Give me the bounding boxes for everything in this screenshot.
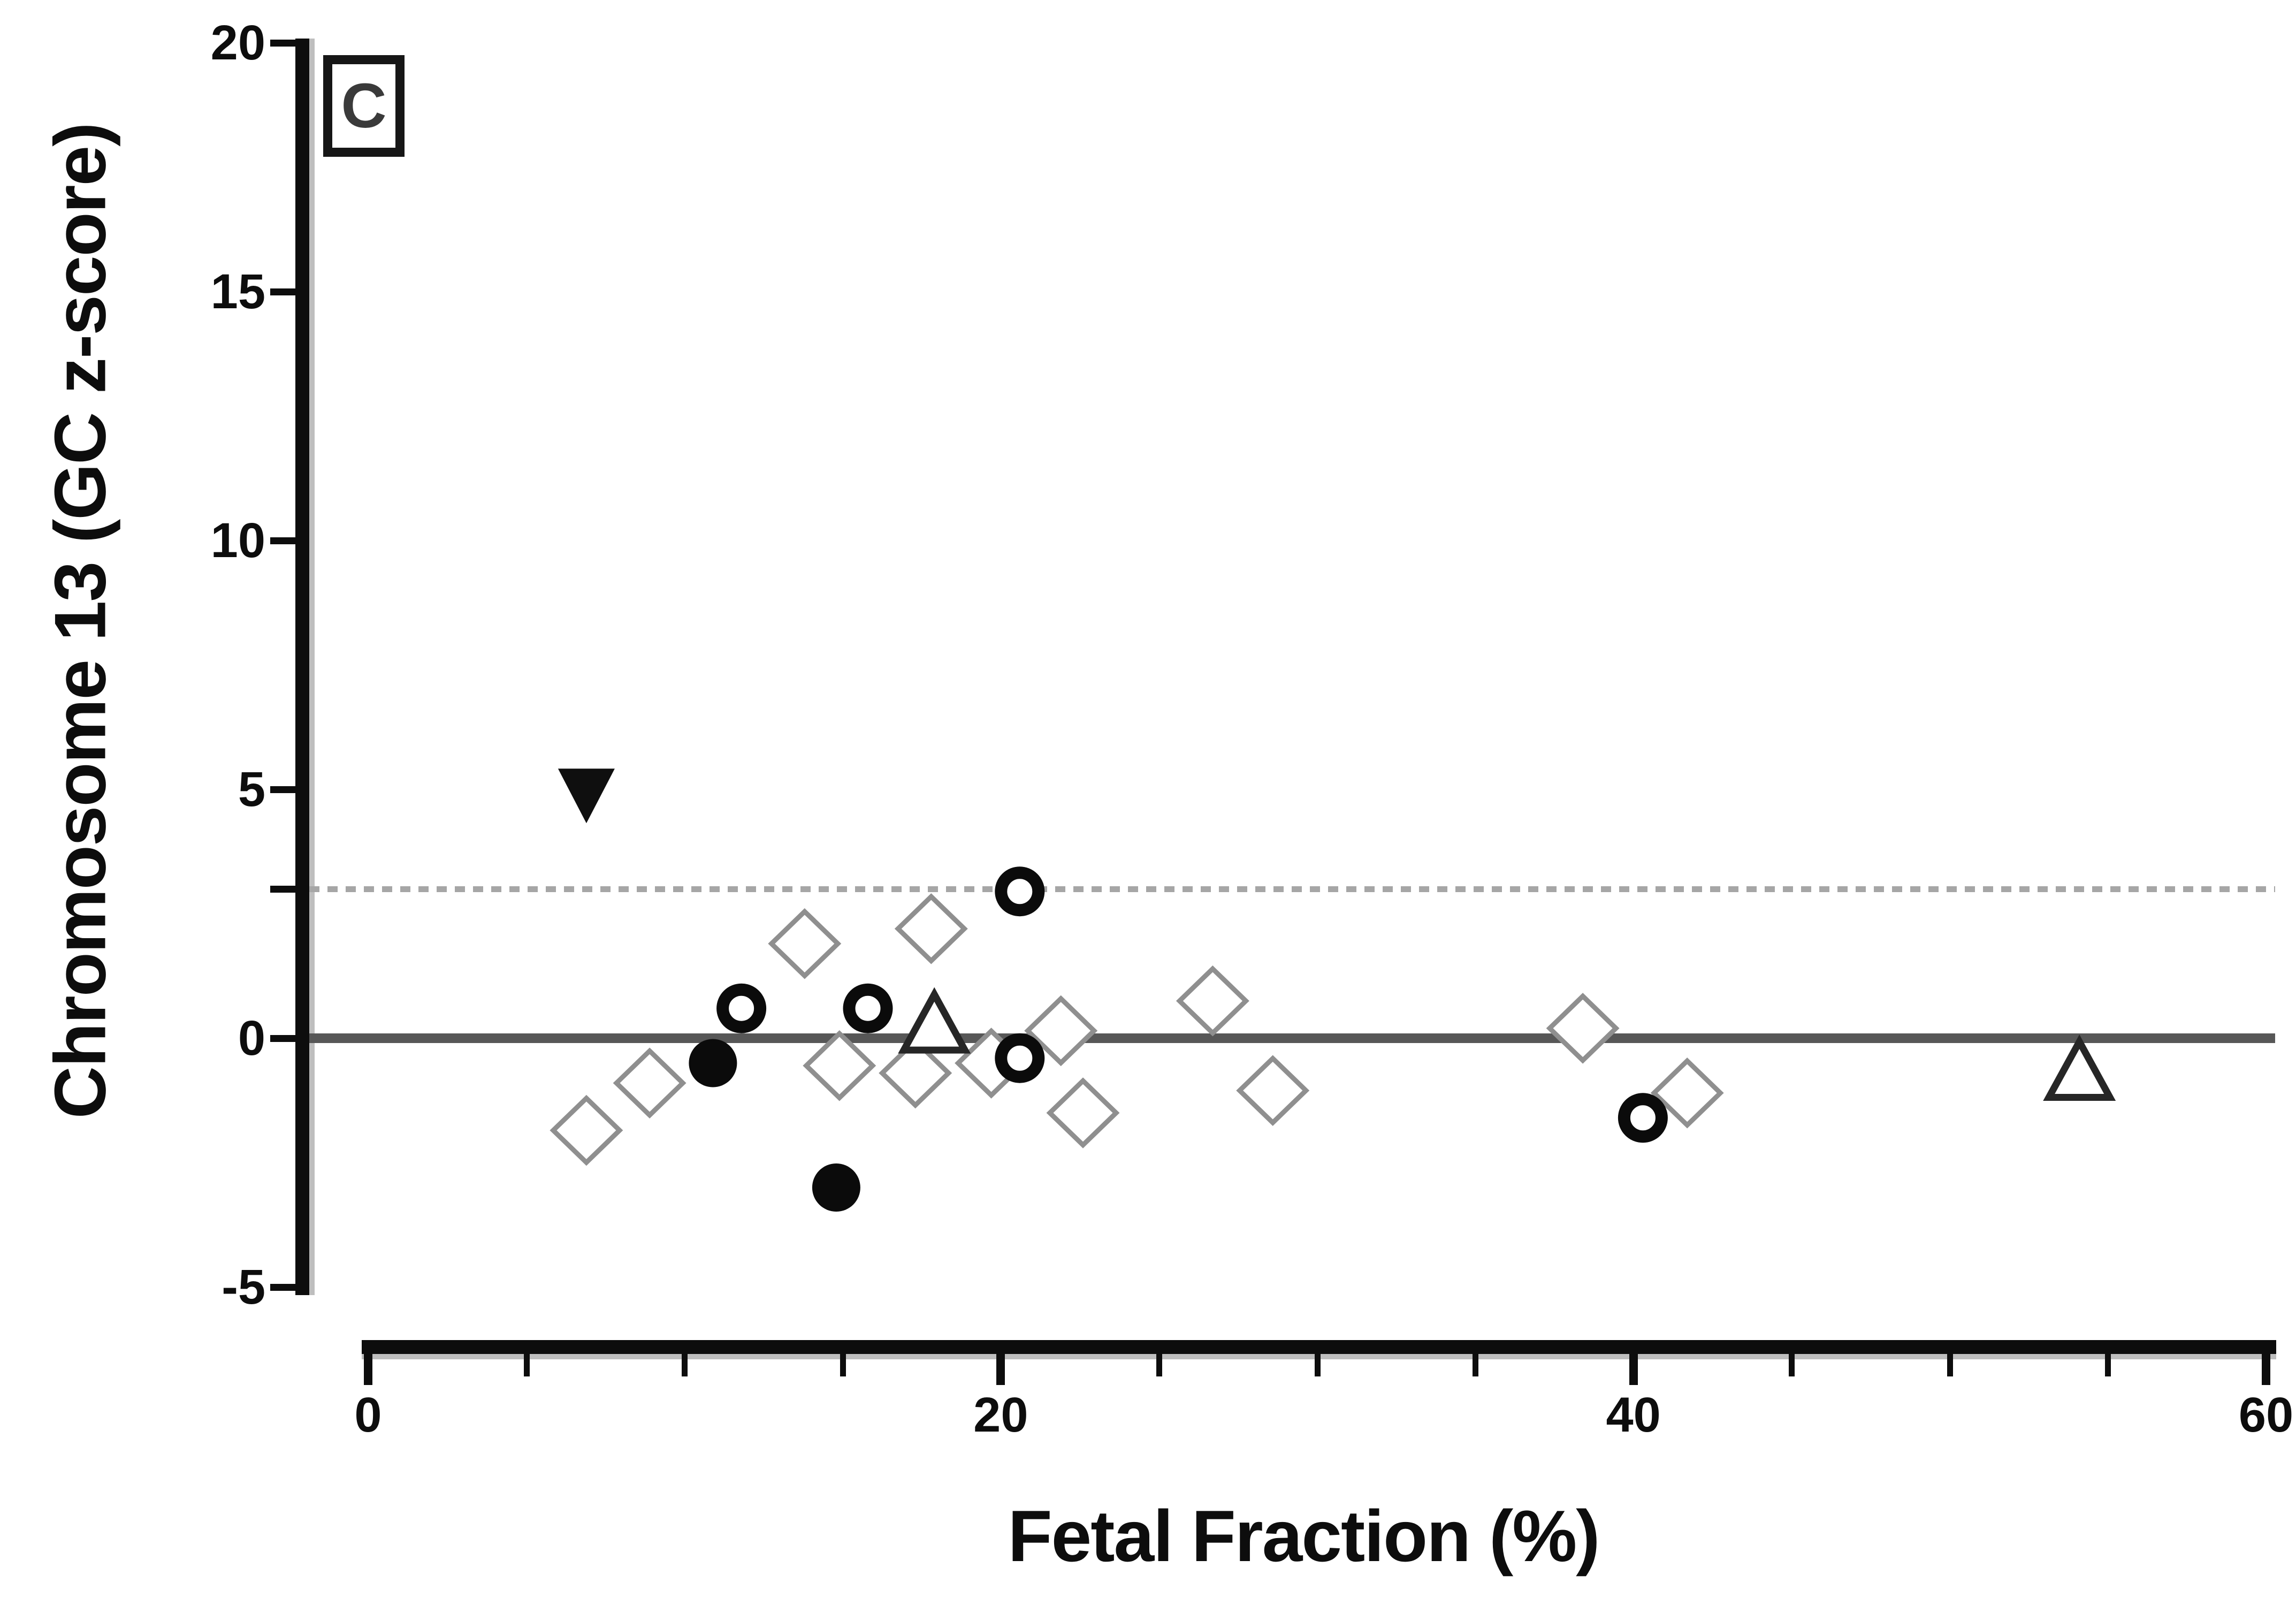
marker-open-circle xyxy=(843,983,893,1033)
marker-filled-circle xyxy=(812,1163,860,1212)
x-tick-mark xyxy=(996,1354,1005,1385)
marker-open-diamond xyxy=(803,1030,876,1101)
y-tick-label: 20 xyxy=(210,16,265,70)
y-tick-label: 5 xyxy=(238,762,265,817)
marker-open-diamond xyxy=(613,1047,686,1119)
y-tick-mark-minor xyxy=(270,886,295,893)
x-tick-mark-minor xyxy=(1156,1354,1162,1376)
x-tick-mark-minor xyxy=(1947,1354,1953,1376)
x-tick-label: 60 xyxy=(2238,1388,2294,1442)
y-tick-label: 10 xyxy=(210,513,265,568)
y-tick-label: -5 xyxy=(222,1260,265,1314)
marker-open-diamond xyxy=(1176,965,1249,1037)
x-tick-mark-minor xyxy=(523,1354,530,1376)
marker-open-triangle xyxy=(2043,1034,2116,1101)
marker-open-circle xyxy=(716,983,767,1033)
y-axis-spine xyxy=(295,39,309,1295)
marker-open-circle xyxy=(1618,1093,1668,1143)
marker-open-diamond xyxy=(1546,993,1620,1064)
x-tick-label: 20 xyxy=(973,1388,1028,1442)
y-tick-mark xyxy=(270,1035,295,1042)
marker-filled-down-triangle xyxy=(558,769,615,824)
panel-label-box: C xyxy=(323,55,405,157)
x-tick-mark-minor xyxy=(2105,1354,2111,1376)
y-tick-mark xyxy=(270,1284,295,1291)
y-tick-mark xyxy=(270,786,295,793)
y-tick-label: 0 xyxy=(238,1011,265,1066)
x-tick-mark-minor xyxy=(1473,1354,1479,1376)
marker-filled-circle xyxy=(689,1039,737,1087)
marker-open-triangle xyxy=(898,987,971,1054)
x-tick-label: 0 xyxy=(354,1388,382,1442)
marker-open-diamond xyxy=(879,1037,952,1109)
y-tick-mark xyxy=(270,40,295,47)
marker-open-diamond xyxy=(550,1094,623,1166)
reference-line-y3 xyxy=(309,886,2275,892)
y-tick-mark xyxy=(270,537,295,544)
x-axis-title: Fetal Fraction (%) xyxy=(1008,1495,1600,1577)
x-tick-mark-minor xyxy=(1314,1354,1321,1376)
marker-open-diamond xyxy=(768,908,842,979)
x-tick-mark-minor xyxy=(1789,1354,1795,1376)
x-tick-label: 40 xyxy=(1606,1388,1661,1442)
marker-open-diamond xyxy=(1236,1055,1310,1126)
x-tick-mark-minor xyxy=(682,1354,688,1376)
marker-open-circle xyxy=(995,1033,1045,1083)
x-tick-mark-minor xyxy=(840,1354,846,1376)
marker-open-diamond xyxy=(894,893,968,964)
x-axis-spine xyxy=(362,1340,2276,1354)
x-tick-mark xyxy=(2262,1354,2271,1385)
x-tick-mark xyxy=(364,1354,372,1385)
y-tick-mark xyxy=(270,288,295,295)
marker-open-circle xyxy=(995,866,1045,917)
marker-open-diamond xyxy=(1024,995,1098,1067)
marker-open-diamond xyxy=(1046,1077,1120,1148)
marker-open-diamond xyxy=(1650,1057,1724,1129)
reference-line-y0 xyxy=(309,1033,2275,1043)
y-tick-label: 15 xyxy=(210,264,265,319)
panel-label: C xyxy=(341,71,387,141)
x-tick-mark xyxy=(1629,1354,1638,1385)
